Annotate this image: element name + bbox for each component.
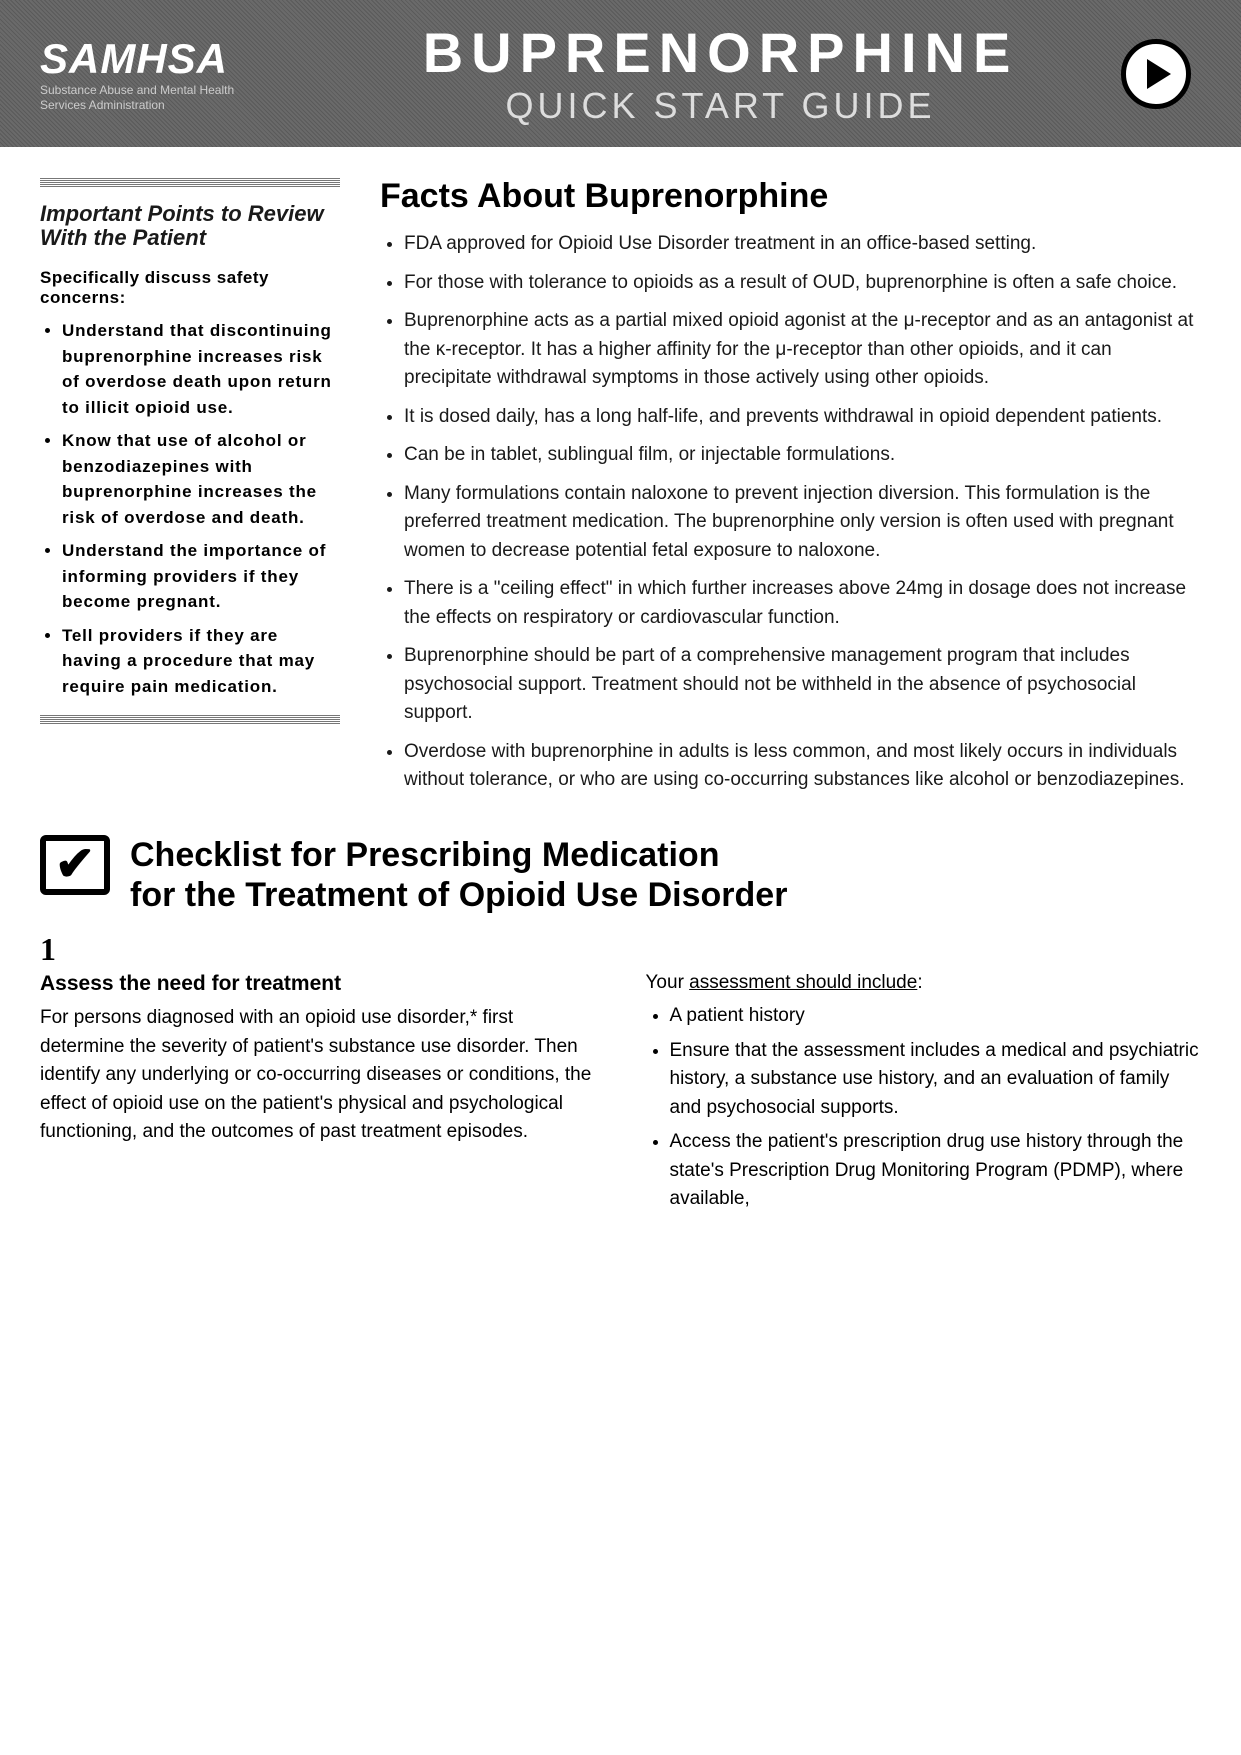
logo-block: SAMHSA Substance Abuse and Mental Health…	[40, 35, 320, 112]
assess-body: For persons diagnosed with an opioid use…	[40, 1004, 596, 1147]
section-number: 1	[40, 931, 1201, 968]
assess-heading: Assess the need for treatment	[40, 972, 596, 996]
intro-pre: Your	[646, 972, 690, 993]
divider-top	[40, 177, 340, 187]
assess-item: A patient history	[670, 1002, 1202, 1031]
facts-list: FDA approved for Opioid Use Disorder tre…	[380, 230, 1201, 795]
sidebar-item: Understand that discontinuing buprenorph…	[62, 318, 340, 420]
checklist-title-line2: for the Treatment of Opioid Use Disorder	[130, 875, 787, 916]
fact-item: For those with tolerance to opioids as a…	[404, 269, 1201, 298]
logo-text: SAMHSA	[40, 35, 320, 83]
play-icon[interactable]	[1121, 39, 1191, 109]
section-1: 1 Assess the need for treatment For pers…	[0, 916, 1241, 1250]
col-right: Your assessment should include: A patien…	[646, 972, 1202, 1220]
fact-item: Buprenorphine acts as a partial mixed op…	[404, 307, 1201, 393]
assess-item: Ensure that the assessment includes a me…	[670, 1037, 1202, 1123]
checkbox-icon: ✔	[40, 835, 110, 895]
assess-list: A patient history Ensure that the assess…	[646, 1002, 1202, 1214]
facts-title: Facts About Buprenorphine	[380, 177, 1201, 216]
sidebar-list: Understand that discontinuing buprenorph…	[40, 318, 340, 699]
fact-item: Can be in tablet, sublingual film, or in…	[404, 441, 1201, 470]
play-badge	[1121, 39, 1201, 109]
fact-item: It is dosed daily, has a long half-life,…	[404, 403, 1201, 432]
checklist-header: ✔ Checklist for Prescribing Medication f…	[0, 825, 1241, 917]
assess-right-intro: Your assessment should include:	[646, 972, 1202, 994]
fact-item: FDA approved for Opioid Use Disorder tre…	[404, 230, 1201, 259]
content-row: Important Points to Review With the Pati…	[0, 147, 1241, 825]
assess-item: Access the patient's prescription drug u…	[670, 1128, 1202, 1214]
header-band: SAMHSA Substance Abuse and Mental Health…	[0, 0, 1241, 147]
check-mark-icon: ✔	[55, 841, 95, 889]
fact-item: Many formulations contain naloxone to pr…	[404, 480, 1201, 566]
intro-underline: assessment should include	[689, 972, 917, 993]
doc-title-main: BUPRENORPHINE	[320, 20, 1121, 85]
logo-subtitle-1: Substance Abuse and Mental Health	[40, 83, 320, 97]
logo-subtitle-2: Services Administration	[40, 98, 320, 112]
main-column: Facts About Buprenorphine FDA approved f…	[380, 177, 1201, 805]
doc-title-sub: QUICK START GUIDE	[320, 85, 1121, 127]
sidebar-intro: Specifically discuss safety concerns:	[40, 268, 340, 308]
checklist-title-line1: Checklist for Prescribing Medication	[130, 835, 787, 876]
two-col-row: Assess the need for treatment For person…	[40, 972, 1201, 1220]
checklist-title-block: Checklist for Prescribing Medication for…	[130, 835, 787, 917]
col-left: Assess the need for treatment For person…	[40, 972, 596, 1220]
intro-post: :	[917, 972, 922, 993]
sidebar: Important Points to Review With the Pati…	[40, 177, 340, 805]
fact-item: There is a "ceiling effect" in which fur…	[404, 575, 1201, 632]
sidebar-title: Important Points to Review With the Pati…	[40, 202, 340, 250]
fact-item: Buprenorphine should be part of a compre…	[404, 642, 1201, 728]
title-block: BUPRENORPHINE QUICK START GUIDE	[320, 20, 1121, 127]
sidebar-item: Understand the importance of informing p…	[62, 538, 340, 615]
divider-bottom	[40, 714, 340, 724]
sidebar-item: Know that use of alcohol or benzodiazepi…	[62, 428, 340, 530]
sidebar-item: Tell providers if they are having a proc…	[62, 623, 340, 700]
fact-item: Overdose with buprenorphine in adults is…	[404, 738, 1201, 795]
